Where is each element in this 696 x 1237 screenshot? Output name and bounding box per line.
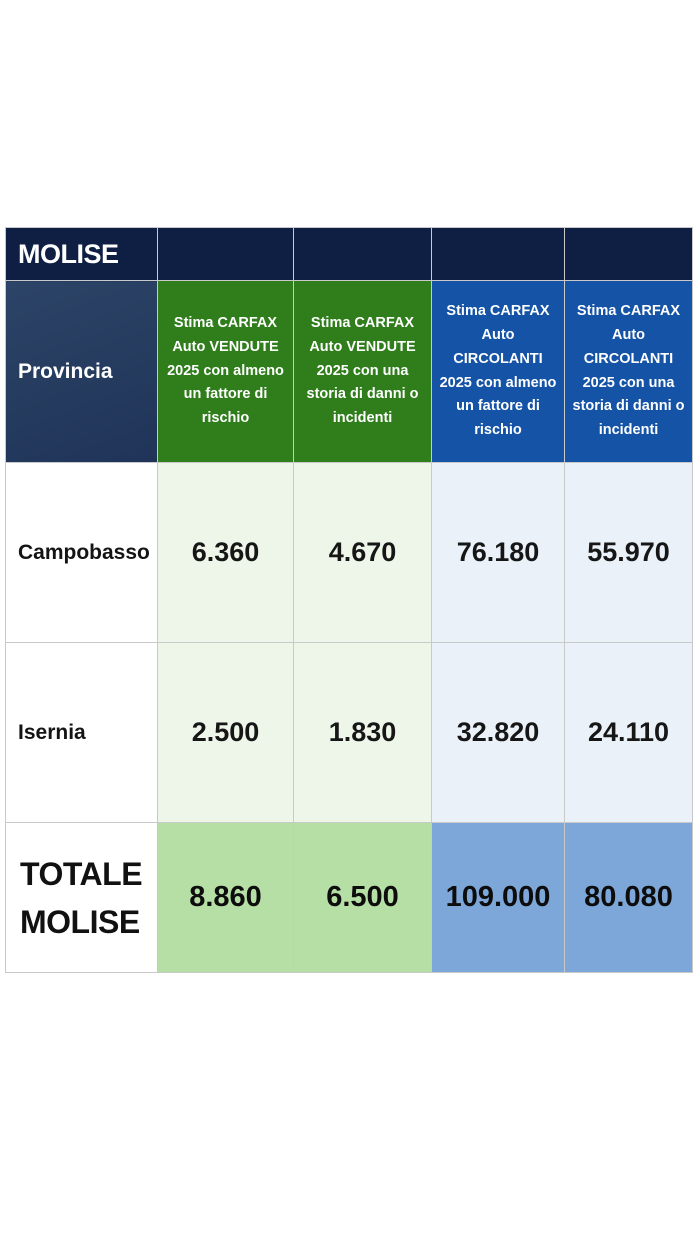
value-cell: 55.970 [564,462,693,643]
total-value-cell: 8.860 [157,822,294,973]
header-vendute-rischio: Stima CARFAX Auto VENDUTE 2025 con almen… [157,280,294,463]
province-name: Campobasso [5,462,158,643]
molise-carfax-table: MOLISE Provincia Stima CARFAX Auto VENDU… [5,227,693,973]
value-cell: 2.500 [157,642,294,823]
value-cell: 24.110 [564,642,693,823]
table-row: Isernia 2.500 1.830 32.820 24.110 [5,642,693,823]
header-row: Provincia Stima CARFAX Auto VENDUTE 2025… [5,280,693,463]
total-value-cell: 6.500 [293,822,432,973]
header-circolanti-danni: Stima CARFAX Auto CIRCOLANTI 2025 con un… [564,280,693,463]
title-row-empty-cell [431,227,565,281]
title-row-empty-cell [157,227,294,281]
value-cell: 6.360 [157,462,294,643]
total-value-cell: 80.080 [564,822,693,973]
province-name: Isernia [5,642,158,823]
region-title: MOLISE [5,227,158,281]
header-provincia: Provincia [5,280,158,463]
total-label-line2: MOLISE [20,903,140,940]
title-row-empty-cell [293,227,432,281]
title-row: MOLISE [5,227,693,281]
total-row: TOTALE MOLISE 8.860 6.500 109.000 80.080 [5,822,693,973]
header-circolanti-rischio: Stima CARFAX Auto CIRCOLANTI 2025 con al… [431,280,565,463]
value-cell: 1.830 [293,642,432,823]
total-value-cell: 109.000 [431,822,565,973]
molise-table-container: MOLISE Provincia Stima CARFAX Auto VENDU… [5,227,693,973]
title-row-empty-cell [564,227,693,281]
header-vendute-danni: Stima CARFAX Auto VENDUTE 2025 con una s… [293,280,432,463]
total-label-line1: TOTALE [20,855,143,892]
value-cell: 4.670 [293,462,432,643]
value-cell: 76.180 [431,462,565,643]
table-row: Campobasso 6.360 4.670 76.180 55.970 [5,462,693,643]
total-label: TOTALE MOLISE [5,822,158,973]
value-cell: 32.820 [431,642,565,823]
